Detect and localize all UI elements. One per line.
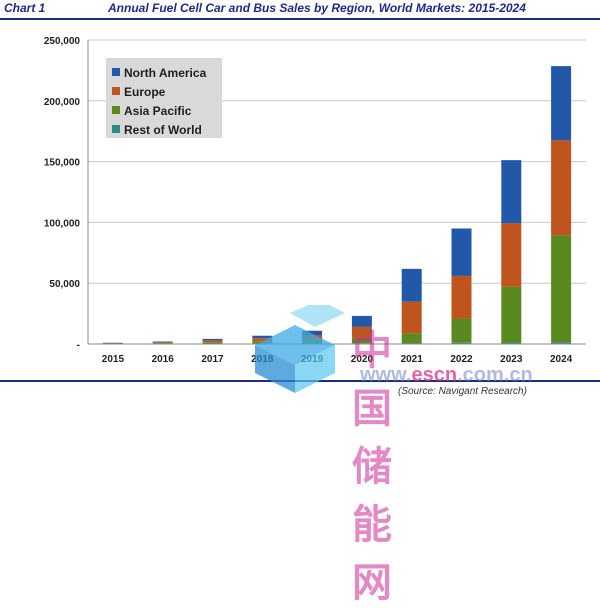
bar-segment-asia-pacific (501, 286, 522, 343)
x-tick-label: 2024 (550, 354, 573, 365)
x-tick-label: 2021 (401, 354, 424, 365)
x-tick-label: 2017 (201, 354, 224, 365)
legend-entry: North America (124, 66, 207, 80)
y-tick-label: 150,000 (44, 158, 81, 169)
footer-rule (0, 380, 600, 382)
chart-number-label: Chart 1 (4, 1, 46, 15)
x-tick-label: 2015 (102, 354, 125, 365)
bar-segment-asia-pacific (302, 339, 323, 344)
y-tick-label: 200,000 (44, 97, 81, 108)
x-tick-label: 2022 (450, 354, 473, 365)
bar-segment-europe (451, 275, 472, 319)
bar-segment-europe (202, 340, 223, 343)
x-tick-label: 2018 (251, 354, 274, 365)
bar-segment-north-america (551, 66, 572, 141)
legend-entry: Europe (124, 85, 166, 99)
bar-segment-north-america (351, 315, 372, 327)
bar-segment-north-america (451, 228, 472, 276)
bar-segment-asia-pacific (202, 342, 223, 344)
legend-entry: Asia Pacific (124, 104, 192, 118)
y-tick-label: 100,000 (44, 218, 81, 229)
chart-title: Annual Fuel Cell Car and Bus Sales by Re… (108, 1, 526, 15)
bar-segment-north-america (302, 330, 323, 336)
y-tick-label: - (77, 340, 80, 351)
legend-entry: Rest of World (124, 123, 202, 137)
bar-segment-rest-of-world (551, 342, 572, 344)
axes: - 50,000 100,000 150,000 200,000 250,000 2015 2… (44, 36, 586, 365)
x-tick-label: 2020 (351, 354, 374, 365)
legend: North America Europe Asia Pacific Rest of W… (106, 58, 222, 138)
bar-segment-europe (401, 301, 422, 334)
x-tick-label: 2023 (500, 354, 523, 365)
y-tick-label: 50,000 (49, 279, 80, 290)
bar-segment-asia-pacific (152, 343, 173, 344)
bar-segment-north-america (202, 338, 223, 341)
bar-segment-north-america (252, 335, 273, 339)
legend-swatch (112, 106, 120, 114)
bar-segment-north-america (501, 160, 522, 224)
bar-segment-north-america (401, 268, 422, 302)
legend-swatch (112, 68, 120, 76)
legend-swatch (112, 87, 120, 95)
legend-swatch (112, 125, 120, 133)
bar-segment-rest-of-world (501, 342, 522, 344)
stacked-bar-chart: - 50,000 100,000 150,000 200,000 250,000 2015 2… (44, 36, 586, 365)
source-note: (Source: Navigant Research) (398, 386, 527, 397)
bar-segment-asia-pacific (252, 341, 273, 344)
bar-segment-asia-pacific (451, 318, 472, 343)
x-tick-label: 2016 (152, 354, 175, 365)
bar-segment-europe (551, 140, 572, 236)
bar-segment-north-america (102, 342, 123, 344)
bar-segment-europe (302, 335, 323, 340)
bar-segment-europe (252, 338, 273, 342)
chart-header: Chart 1 Annual Fuel Cell Car and Bus Sal… (0, 0, 600, 22)
y-tick-label: 250,000 (44, 36, 81, 47)
bar-segment-europe (102, 343, 123, 344)
header-rule (0, 18, 600, 20)
bar-segment-asia-pacific (401, 333, 422, 344)
x-tick-label: 2019 (301, 354, 324, 365)
bar-segment-europe (152, 342, 173, 344)
legend-box (106, 58, 222, 138)
bar-segment-europe (501, 223, 522, 287)
bar-segment-asia-pacific (351, 337, 372, 344)
bar-segment-rest-of-world (451, 342, 472, 344)
bar-segment-europe (351, 326, 372, 338)
bar-segment-asia-pacific (551, 235, 572, 343)
bar-segment-north-america (152, 341, 173, 343)
